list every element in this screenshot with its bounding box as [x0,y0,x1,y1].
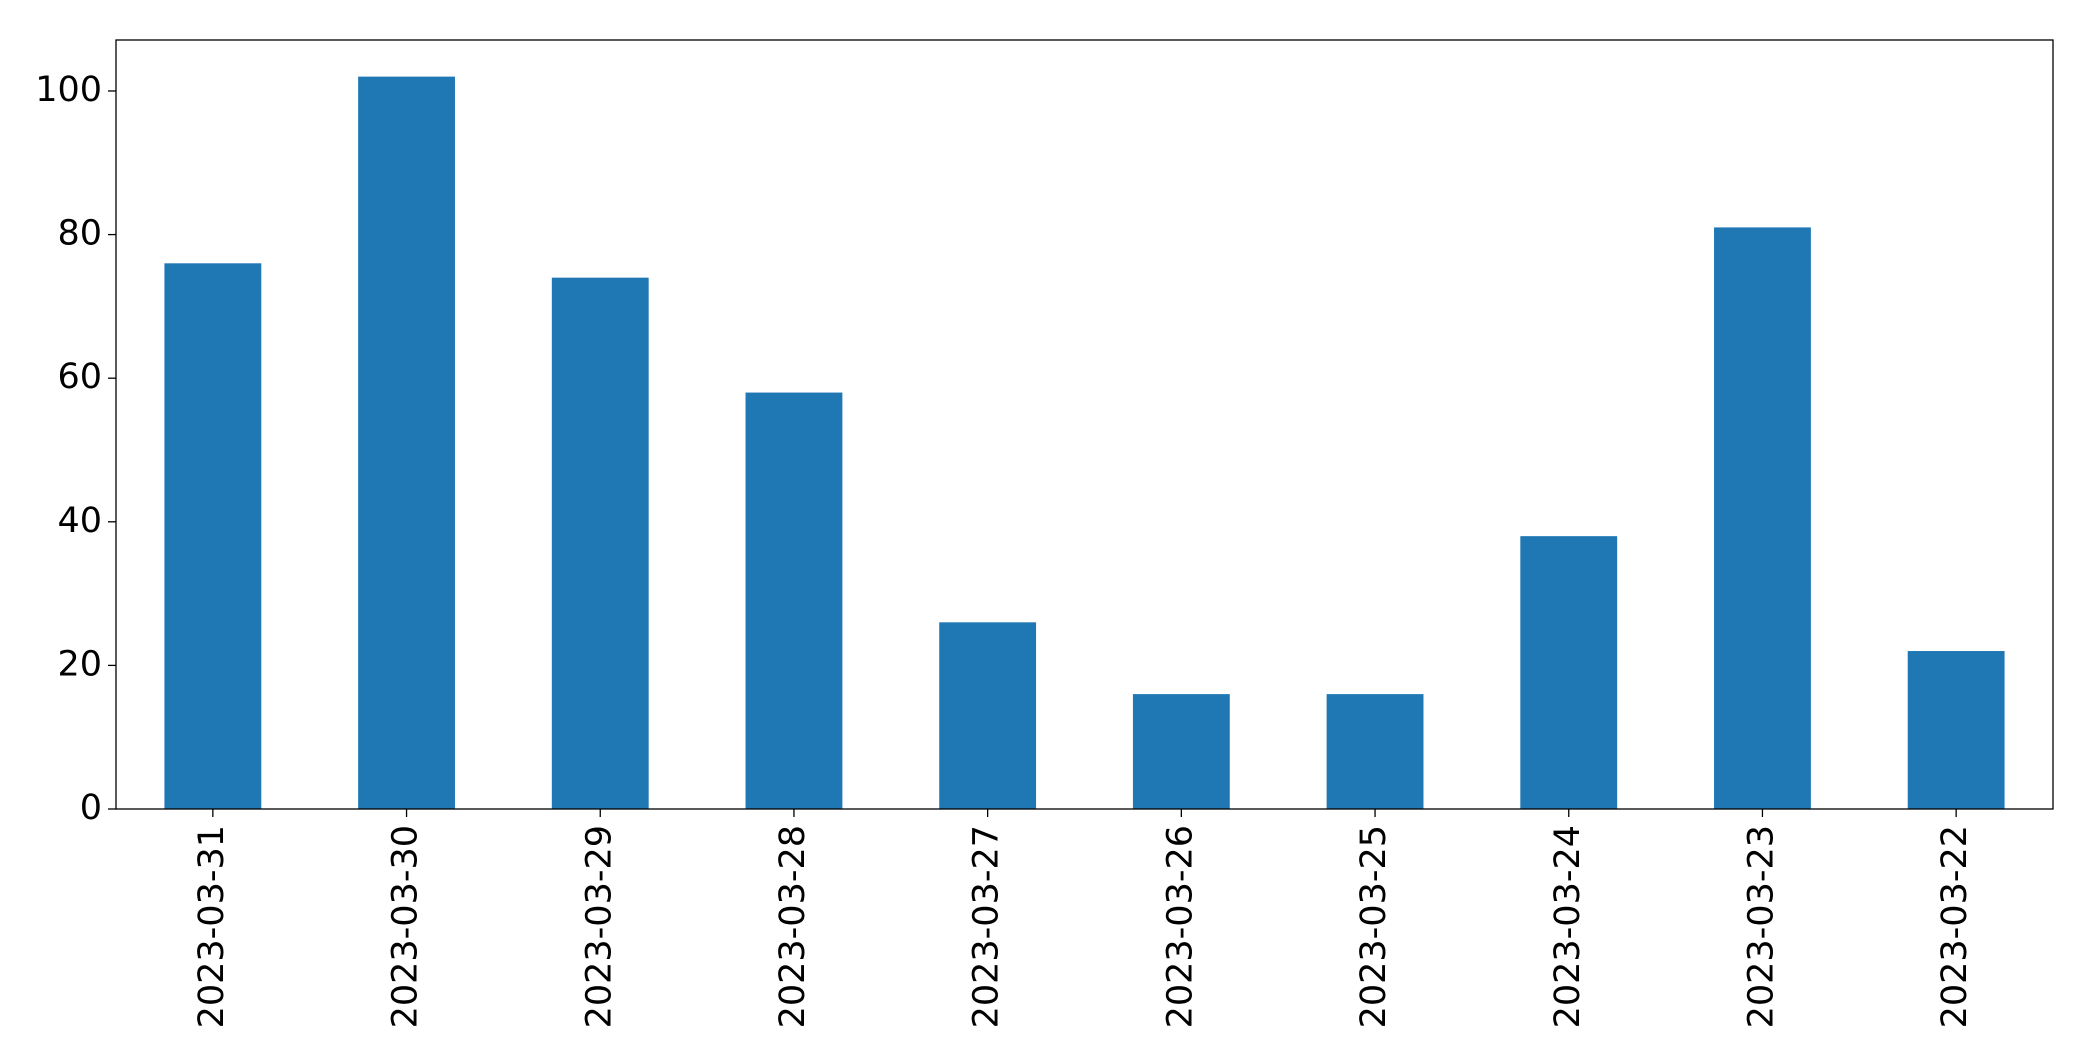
bar [1132,694,1230,809]
x-tick-label: 2023-03-23 [1741,825,1781,1028]
bar [1907,651,2005,809]
bar [1714,227,1811,809]
x-tick-label: 2023-03-24 [1548,825,1588,1028]
plot-frame [115,39,2054,810]
bar [745,392,843,809]
x-tick-label: 2023-03-30 [386,825,426,1028]
y-tick-label: 40 [57,501,102,541]
y-tick-label: 20 [57,644,102,684]
y-tick-label: 80 [57,214,102,254]
y-tick-label: 0 [80,788,102,828]
bar [164,263,262,809]
bar [1520,536,1618,809]
y-tick-label: 60 [57,357,102,397]
bar [551,277,649,809]
bar [1326,694,1424,809]
x-tick-label: 2023-03-27 [967,825,1007,1028]
bar [358,76,455,810]
x-tick-label: 2023-03-28 [773,825,813,1028]
x-tick-label: 2023-03-26 [1160,825,1200,1028]
x-tick-label: 2023-03-31 [192,825,232,1028]
x-tick-label: 2023-03-22 [1935,825,1975,1028]
y-tick-label: 100 [35,70,102,110]
x-tick-label: 2023-03-29 [579,825,619,1028]
x-tick-label: 2023-03-25 [1354,825,1394,1028]
bar [939,622,1037,809]
